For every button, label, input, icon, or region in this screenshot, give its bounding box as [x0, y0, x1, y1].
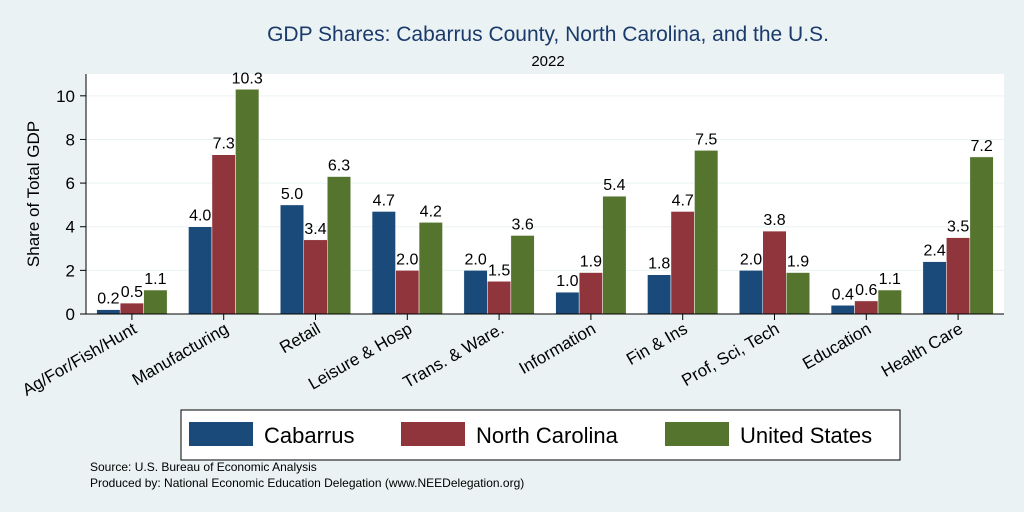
bar-value-label: 7.2 [970, 138, 992, 155]
bar-value-label: 4.7 [373, 192, 395, 209]
bar-value-label: 7.3 [213, 136, 235, 153]
y-tick-label: 8 [66, 130, 75, 149]
bar-north-carolina [578, 272, 603, 315]
bar-north-carolina [762, 230, 787, 315]
bar-value-label: 6.3 [328, 158, 350, 175]
bar-cabarrus [96, 309, 121, 315]
source-line: Source: U.S. Bureau of Economic Analysis [90, 460, 317, 474]
bar-value-label: 1.1 [144, 271, 166, 288]
bar-value-label: 2.0 [396, 251, 418, 268]
bar-north-carolina [487, 281, 512, 315]
bar-united-states [327, 176, 351, 315]
bar-united-states [510, 235, 535, 315]
bar-cabarrus [830, 305, 855, 315]
bar-value-label: 1.5 [488, 262, 510, 279]
bar-north-carolina [854, 300, 879, 315]
y-tick-label: 10 [56, 87, 75, 106]
producer-line: Produced by: National Economic Education… [90, 476, 524, 490]
x-category-label: Leisure & Hosp [305, 319, 415, 394]
bar-value-label: 0.6 [855, 282, 877, 299]
bar-value-label: 1.0 [556, 273, 578, 290]
bar-value-label: 0.2 [97, 291, 119, 308]
x-category-label: Education [799, 319, 874, 373]
bar-north-carolina [119, 302, 144, 315]
bar-north-carolina [670, 211, 695, 315]
x-category-label: Manufacturing [129, 319, 232, 389]
bar-cabarrus [188, 226, 213, 315]
legend: Cabarrus North Carolina United States [180, 409, 901, 461]
bar-united-states [602, 195, 627, 315]
bar-value-label: 4.2 [420, 203, 442, 220]
x-category-label: Retail [276, 319, 323, 357]
x-category-label: Information [516, 319, 599, 378]
bar-united-states [969, 156, 994, 315]
bar-value-label: 1.9 [580, 254, 602, 271]
chart-title: GDP Shares: Cabarrus County, North Carol… [267, 23, 829, 46]
bar-value-label: 3.8 [763, 212, 785, 229]
legend-label: North Carolina [476, 423, 619, 448]
bar-value-label: 1.9 [787, 254, 809, 271]
bar-value-label: 3.6 [511, 216, 533, 233]
bar-value-label: 0.5 [121, 284, 143, 301]
bar-value-label: 7.5 [695, 131, 717, 148]
y-tick-label: 4 [66, 218, 75, 237]
bar-cabarrus [280, 204, 304, 315]
x-category-label: Trans. & Ware. [400, 319, 507, 392]
bar-north-carolina [946, 237, 971, 315]
bar-value-label: 1.1 [879, 271, 901, 288]
legend-label: United States [740, 423, 872, 448]
bar-value-label: 2.4 [923, 243, 945, 260]
legend-box [180, 409, 901, 461]
bar-united-states [877, 289, 902, 315]
bar-united-states [418, 222, 443, 315]
bar-cabarrus [647, 274, 672, 315]
bar-value-label: 3.5 [947, 219, 969, 236]
bar-value-label: 4.0 [189, 208, 211, 225]
chart-subtitle: 2022 [531, 53, 564, 70]
legend-swatch [401, 422, 465, 446]
y-tick-label: 0 [66, 305, 75, 324]
bar-north-carolina [395, 270, 420, 315]
bar-north-carolina [211, 154, 236, 315]
legend-swatch [189, 422, 253, 446]
bar-north-carolina [303, 239, 328, 315]
y-tick-label: 6 [66, 174, 75, 193]
bar-cabarrus [555, 291, 580, 315]
y-tick-label: 2 [66, 261, 75, 280]
bar-united-states [694, 150, 719, 315]
bar-value-label: 0.4 [832, 286, 854, 303]
bars: 0.2 0.51.14.07.310.35.03.46.34.72.04.22.0… [96, 70, 994, 315]
bar-cabarrus [739, 270, 763, 315]
x-category-label: Fin & Ins [623, 319, 691, 369]
bar-value-label: 2.0 [464, 251, 486, 268]
bar-value-label: 10.3 [232, 70, 263, 87]
bar-united-states [786, 272, 810, 315]
bar-united-states [143, 289, 168, 315]
legend-label: Cabarrus [264, 423, 354, 448]
bar-value-label: 1.8 [648, 256, 670, 273]
bar-value-label: 3.4 [304, 221, 326, 238]
bar-value-label: 5.4 [603, 177, 625, 194]
x-category-label: Health Care [878, 319, 966, 381]
x-category-label: Ag/For/Fish/Hunt [19, 319, 140, 400]
bar-cabarrus [371, 211, 396, 315]
bar-cabarrus [922, 261, 947, 315]
bar-united-states [235, 89, 260, 315]
y-axis-title: Share of Total GDP [24, 121, 43, 267]
bar-value-label: 2.0 [740, 251, 762, 268]
legend-swatch [665, 422, 729, 446]
bar-cabarrus [463, 270, 488, 315]
y-ticks: 0 2 4 6 8 10 [56, 87, 86, 324]
bar-value-label: 5.0 [281, 186, 303, 203]
x-category-label: Prof, Sci, Tech [678, 319, 782, 390]
bar-value-label: 4.7 [672, 192, 694, 209]
